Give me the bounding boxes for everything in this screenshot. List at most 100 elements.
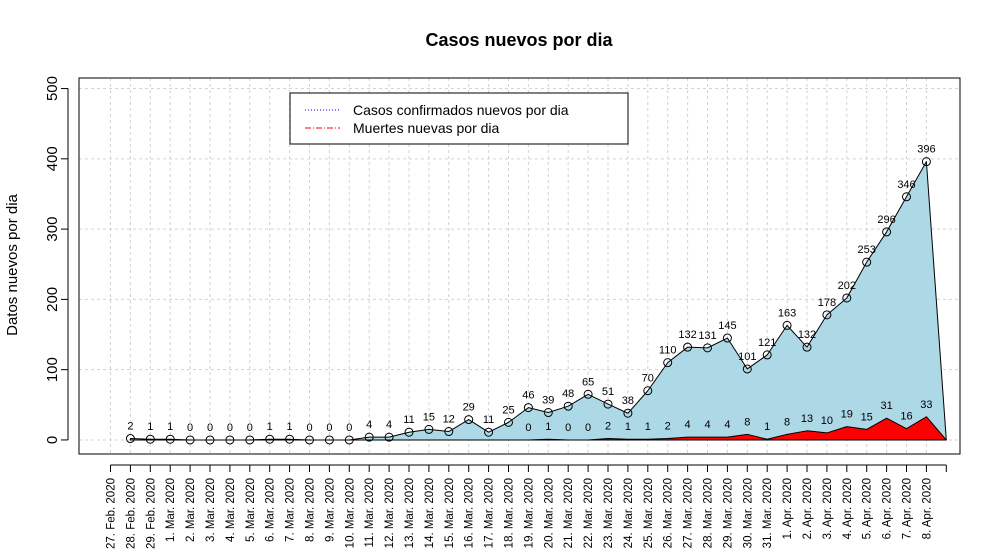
- data-label-casos: 132: [798, 329, 816, 341]
- point-casos: [742, 364, 752, 374]
- x-tick-label: 2. Apr. 2020: [802, 478, 814, 539]
- plot-frame: [78, 77, 961, 455]
- point-casos: [902, 192, 911, 202]
- point-casos: [484, 427, 494, 437]
- y-tick-label: 400: [44, 146, 61, 171]
- data-label-casos: 0: [306, 422, 312, 434]
- data-label-muertes: 4: [704, 419, 710, 431]
- data-label-casos: 0: [227, 422, 233, 434]
- point-casos: [205, 435, 215, 445]
- point-casos: [563, 401, 573, 411]
- legend-label-casos: Casos confirmados nuevos por dia: [353, 102, 569, 118]
- data-label-muertes: 19: [841, 409, 853, 421]
- x-tick-label: 19. Mar. 2020: [523, 478, 535, 548]
- x-tick-label: 5. Mar. 2020: [245, 478, 257, 542]
- data-label-casos: 11: [483, 414, 494, 426]
- x-tick-label: 2. Mar. 2020: [185, 478, 197, 542]
- point-casos: [245, 435, 255, 445]
- point-casos: [504, 417, 513, 427]
- x-tick-label: 24. Mar. 2020: [623, 478, 635, 548]
- data-label-muertes: 0: [585, 422, 591, 434]
- data-label-muertes: 0: [525, 422, 531, 434]
- data-label-casos: 2: [127, 421, 133, 433]
- y-tick-label: 500: [44, 76, 61, 101]
- data-label-muertes: 2: [665, 421, 671, 433]
- data-label-casos: 0: [187, 422, 193, 434]
- data-label-muertes: 16: [900, 411, 912, 423]
- point-casos: [523, 403, 533, 413]
- data-label-casos: 12: [443, 414, 455, 426]
- data-label-casos: 46: [522, 390, 534, 402]
- data-label-casos: 202: [838, 280, 856, 292]
- data-label-muertes: 1: [545, 421, 551, 433]
- x-tick-label: 28. Mar. 2020: [703, 478, 715, 548]
- data-label-muertes: 13: [801, 413, 813, 425]
- point-casos: [384, 432, 394, 442]
- data-label-casos: 145: [718, 320, 736, 332]
- x-tick-label: 10. Mar. 2020: [344, 478, 356, 548]
- x-tick-label: 29. Feb. 2020: [145, 478, 157, 549]
- x-tick-label: 6. Apr. 2020: [882, 478, 894, 539]
- x-tick-label: 17. Mar. 2020: [484, 478, 496, 548]
- data-label-muertes: 0: [565, 422, 571, 434]
- data-label-casos: 70: [642, 373, 654, 385]
- x-tick-label: 27. Mar. 2020: [683, 478, 695, 548]
- point-casos: [404, 427, 414, 437]
- data-label-casos: 4: [366, 419, 372, 431]
- data-label-casos: 110: [659, 345, 677, 357]
- data-label-casos: 15: [423, 411, 435, 423]
- area-casos: [129, 161, 947, 441]
- point-casos: [145, 434, 155, 444]
- point-casos: [842, 293, 852, 303]
- area-muertes: [527, 416, 947, 441]
- point-casos: [782, 320, 792, 330]
- point-casos: [623, 408, 633, 418]
- y-axis-label: Datos nuevos por dia: [4, 193, 21, 335]
- data-label-casos: 38: [622, 395, 634, 407]
- point-casos: [364, 432, 374, 442]
- point-casos: [921, 157, 931, 167]
- x-tick-label: 14. Mar. 2020: [424, 478, 436, 548]
- chart-title: Casos nuevos por dia: [425, 30, 613, 50]
- data-label-casos: 296: [877, 214, 895, 226]
- data-label-casos: 0: [247, 422, 253, 434]
- point-casos: [543, 408, 553, 418]
- data-label-casos: 11: [403, 414, 414, 426]
- data-label-casos: 131: [698, 330, 716, 342]
- point-casos: [185, 435, 195, 445]
- x-tick-label: 3. Apr. 2020: [822, 478, 834, 539]
- legend-label-muertes: Muertes nuevas por dia: [353, 120, 500, 136]
- x-tick-label: 7. Apr. 2020: [902, 478, 914, 539]
- point-casos: [265, 434, 275, 444]
- x-tick-label: 28. Feb. 2020: [125, 478, 137, 549]
- point-casos: [165, 434, 175, 444]
- point-casos: [722, 333, 732, 343]
- point-casos: [125, 434, 135, 444]
- data-label-casos: 51: [602, 386, 614, 398]
- x-tick-label: 16. Mar. 2020: [464, 478, 476, 548]
- data-label-casos: 48: [562, 388, 574, 400]
- data-label-casos: 65: [582, 376, 594, 388]
- data-label-casos: 101: [738, 351, 756, 363]
- x-tick-label: 1. Apr. 2020: [782, 478, 794, 539]
- x-tick-label: 26. Mar. 2020: [663, 478, 675, 548]
- point-casos: [603, 399, 613, 409]
- x-tick-label: 18. Mar. 2020: [504, 478, 516, 548]
- data-label-casos: 29: [463, 402, 475, 414]
- data-label-muertes: 10: [821, 415, 833, 427]
- legend-box: [289, 92, 629, 145]
- data-label-casos: 0: [346, 422, 352, 434]
- point-casos: [663, 358, 673, 368]
- data-label-casos: 39: [542, 395, 554, 407]
- series-points: [125, 157, 931, 445]
- legend: Casos confirmados nuevos por dia Muertes…: [289, 92, 629, 145]
- data-label-muertes: 8: [784, 416, 790, 428]
- data-label-muertes: 1: [625, 421, 631, 433]
- data-label-muertes: 1: [645, 421, 651, 433]
- point-casos: [444, 427, 454, 437]
- data-label-casos: 396: [917, 144, 935, 156]
- x-tick-label: 9. Mar. 2020: [324, 478, 336, 542]
- y-tick-label: 0: [44, 436, 61, 444]
- x-tick-label: 8. Mar. 2020: [305, 478, 317, 542]
